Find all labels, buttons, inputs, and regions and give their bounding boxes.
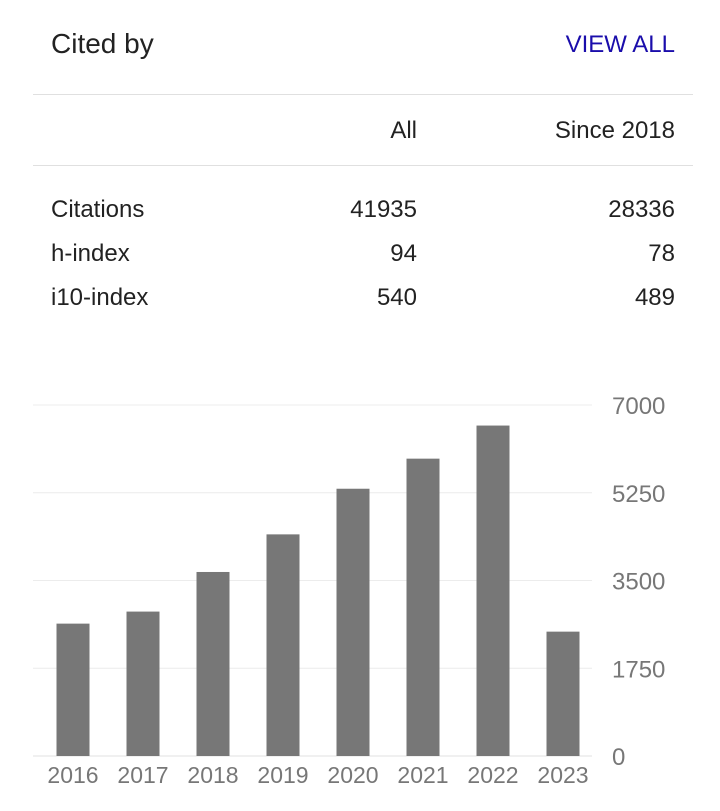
citations-per-year-chart: 0 1750 3500 5250 7000 2016 2017 2018 2019 2020 202…	[0, 380, 720, 811]
y-tick-label: 0	[612, 744, 625, 771]
i10-index-since-value: 489	[634, 284, 675, 311]
citations-since-value: 28336	[608, 196, 675, 223]
chart-svg: 0 1750 3500 5250 7000 2016 2017 2018 2019 2020 202…	[33, 393, 665, 788]
stats-row-citations: Citations 41935 28336	[33, 196, 693, 240]
x-tick-label: 2020	[327, 762, 378, 788]
citation-stats-table: All Since 2018 Citations 41935 28336 h-i…	[33, 94, 693, 328]
bar-2016	[56, 623, 90, 756]
x-tick-label: 2021	[397, 762, 448, 788]
bar-2018	[196, 571, 230, 756]
stats-header-row: All Since 2018	[33, 94, 693, 166]
bar-2020	[336, 488, 370, 756]
x-tick-label: 2018	[187, 762, 238, 788]
h-index-since-value: 78	[648, 240, 675, 267]
stats-row-h-index: h-index 94 78	[33, 240, 693, 284]
h-index-all-value: 94	[390, 240, 417, 267]
x-tick-label: 2017	[117, 762, 168, 788]
cited-by-header: Cited by VIEW ALL	[33, 0, 693, 95]
row-label[interactable]: Citations	[51, 196, 145, 223]
column-header-since-2018: Since 2018	[554, 117, 675, 144]
bar-2017	[126, 611, 160, 756]
row-label[interactable]: i10-index	[51, 284, 149, 311]
y-tick-label: 3500	[612, 569, 665, 596]
bar-2021	[406, 458, 440, 756]
x-tick-label: 2019	[257, 762, 308, 788]
bar-2022	[476, 425, 510, 756]
cited-by-title: Cited by	[51, 28, 154, 59]
citations-all-value: 41935	[350, 196, 417, 223]
column-header-all: All	[390, 117, 417, 144]
x-tick-label: 2022	[467, 762, 518, 788]
row-label[interactable]: h-index	[51, 240, 130, 267]
x-tick-label: 2016	[47, 762, 98, 788]
stats-row-i10-index: i10-index 540 489	[33, 284, 693, 328]
bar-2023	[546, 631, 580, 756]
y-tick-label: 5250	[612, 481, 665, 508]
view-all-link[interactable]: VIEW ALL	[565, 31, 675, 58]
x-tick-label: 2023	[537, 762, 588, 788]
bar-2019	[266, 534, 300, 756]
i10-index-all-value: 540	[376, 284, 417, 311]
y-tick-label: 7000	[612, 393, 665, 420]
y-tick-label: 1750	[612, 656, 665, 683]
